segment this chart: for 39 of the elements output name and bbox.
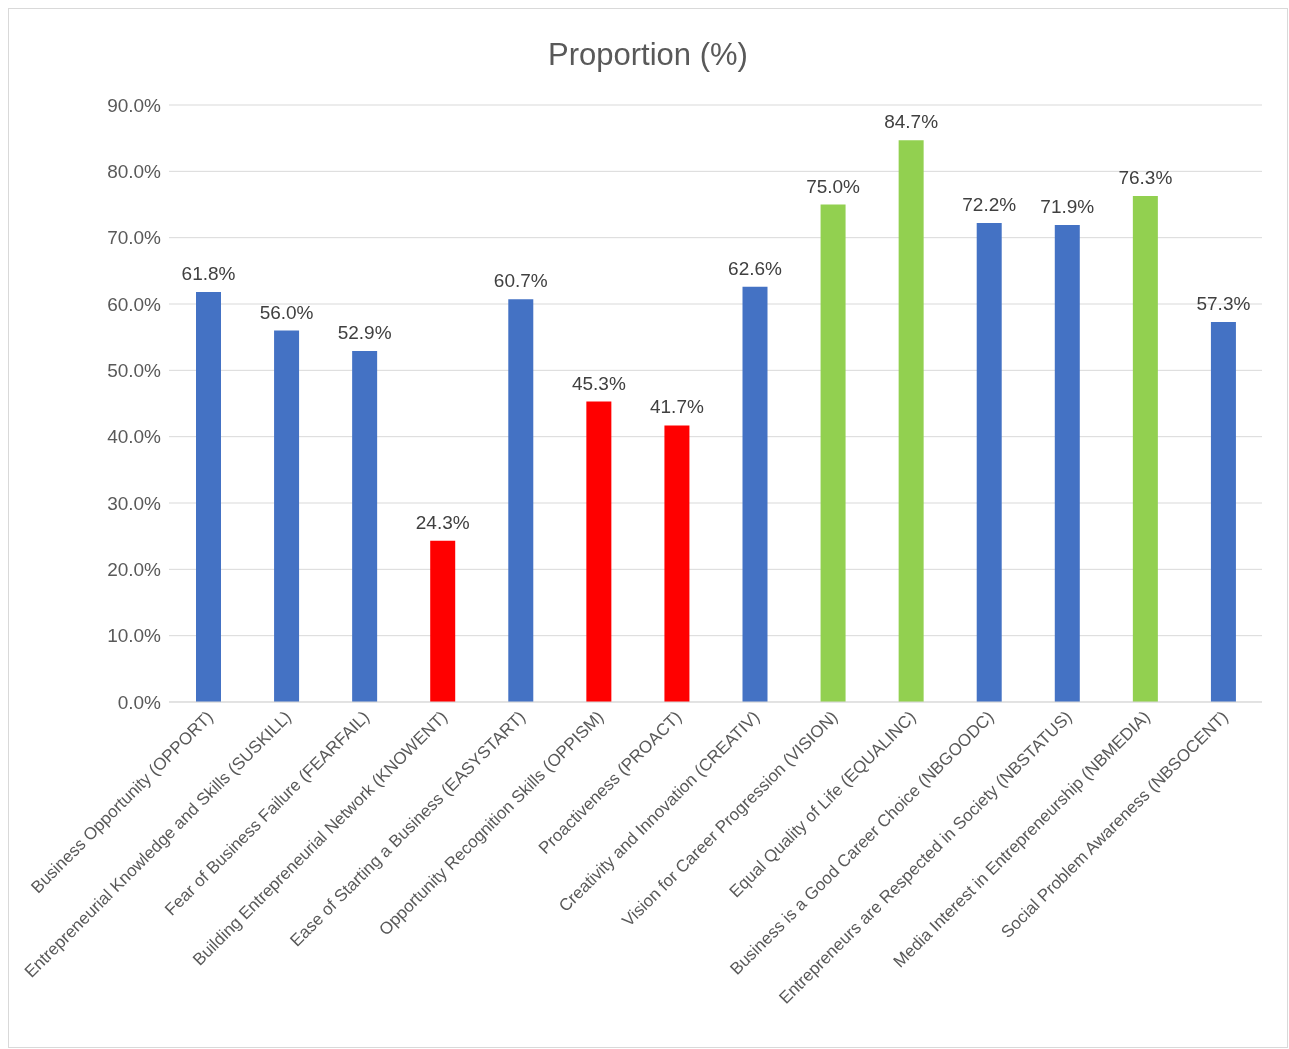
data-label: 84.7% (884, 111, 939, 133)
data-label: 57.3% (1196, 292, 1251, 314)
data-label: 56.0% (259, 301, 314, 323)
bar (1054, 225, 1080, 702)
y-tick-label: 30.0% (107, 492, 162, 514)
data-label: 72.2% (962, 194, 1017, 216)
bar (898, 140, 924, 702)
bar (1132, 195, 1158, 702)
data-label: 61.8% (181, 263, 236, 285)
data-label: 45.3% (571, 372, 626, 394)
y-tick-label: 90.0% (107, 94, 162, 116)
data-label: 60.7% (493, 270, 548, 292)
y-tick-label: 50.0% (107, 360, 162, 382)
y-tick-label: 0.0% (117, 691, 162, 713)
bar (664, 425, 690, 702)
bar (742, 286, 768, 702)
bar (820, 204, 846, 702)
chart-title: Proportion (%) (547, 37, 749, 73)
data-label: 71.9% (1040, 196, 1095, 218)
bar (274, 330, 300, 702)
data-label: 75.0% (806, 175, 861, 197)
data-label: 62.6% (728, 257, 783, 279)
bar (352, 351, 378, 702)
y-tick-label: 40.0% (107, 426, 162, 448)
y-tick-label: 60.0% (107, 293, 162, 315)
y-tick-label: 70.0% (107, 227, 162, 249)
y-tick-label: 10.0% (107, 625, 162, 647)
data-label: 41.7% (649, 396, 704, 418)
bar (508, 299, 534, 702)
data-label: 24.3% (415, 511, 470, 533)
bar (976, 223, 1002, 702)
y-tick-label: 20.0% (107, 559, 162, 581)
data-label: 76.3% (1118, 166, 1173, 188)
bar (430, 540, 456, 702)
bar (196, 292, 221, 702)
y-tick-label: 80.0% (107, 161, 162, 183)
bar (586, 401, 612, 702)
data-label: 52.9% (337, 322, 392, 344)
bar (1210, 321, 1236, 702)
